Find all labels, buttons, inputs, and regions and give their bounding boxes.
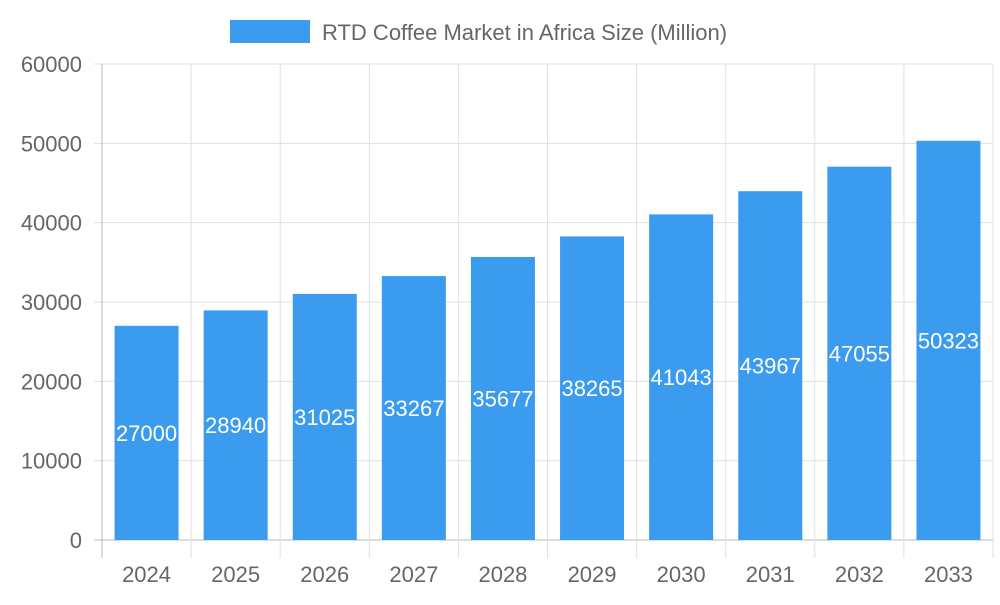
bar-2032 [827,166,892,540]
y-tick-label: 0 [70,528,82,553]
x-tick-label: 2031 [746,562,795,587]
x-tick-label: 2029 [568,562,617,587]
data-label: 35677 [472,386,533,411]
legend-label: RTD Coffee Market in Africa Size (Millio… [322,20,727,45]
y-tick-label: 10000 [21,449,82,474]
bar-2024 [114,325,179,540]
bar-2030 [649,214,714,540]
data-label: 47055 [829,341,890,366]
bar-2028 [470,256,535,540]
data-label: 27000 [116,421,177,446]
x-tick-label: 2024 [122,562,171,587]
y-tick-label: 40000 [21,211,82,236]
data-label: 31025 [294,405,355,430]
legend-swatch [230,20,310,43]
x-tick-label: 2028 [478,562,527,587]
y-tick-label: 30000 [21,290,82,315]
bar-2029 [560,236,625,540]
x-tick-label: 2033 [924,562,973,587]
x-tick-label: 2032 [835,562,884,587]
x-tick-label: 2027 [389,562,438,587]
bar-2031 [738,191,803,540]
data-label: 33267 [383,396,444,421]
bar-2027 [381,276,446,540]
y-tick-label: 60000 [21,52,82,77]
data-label: 38265 [561,376,622,401]
x-tick-label: 2030 [657,562,706,587]
data-label: 41043 [651,365,712,390]
bar-2025 [203,310,268,540]
data-label: 28940 [205,413,266,438]
x-tick-label: 2025 [211,562,260,587]
bar-2026 [292,293,357,540]
bar-2033 [916,140,981,540]
y-tick-label: 20000 [21,369,82,394]
data-label: 50323 [918,328,979,353]
x-tick-label: 2026 [300,562,349,587]
y-tick-label: 50000 [21,131,82,156]
data-label: 43967 [740,354,801,379]
